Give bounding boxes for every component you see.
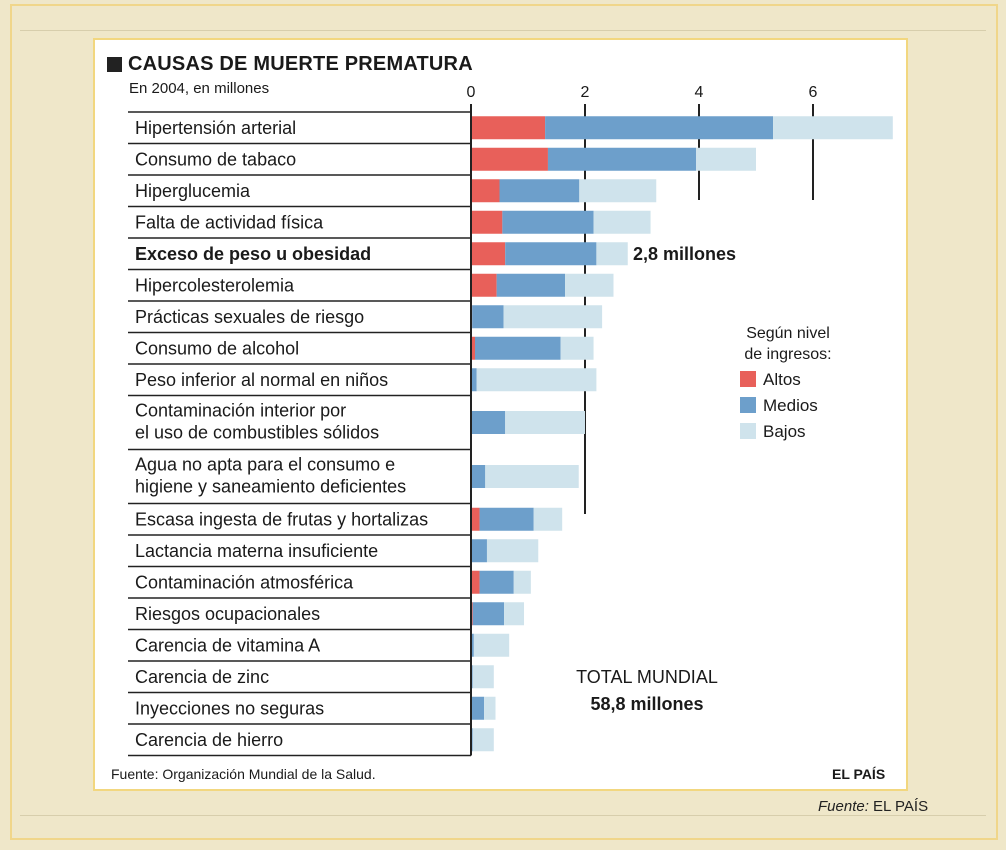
bar-segment-bajos [504, 602, 525, 626]
background-rule [20, 30, 986, 31]
bar-segment-altos [471, 570, 480, 594]
bar-segment-bajos [696, 147, 756, 171]
bar-segment-bajos [486, 539, 539, 563]
bar-segment-bajos [476, 368, 597, 392]
bar-segment-bajos [565, 273, 614, 297]
category-label: el uso de combustibles sólidos [135, 423, 379, 443]
bar-segment-bajos [560, 336, 594, 360]
bar-segment-medios [471, 633, 474, 657]
bar-segment-bajos [484, 696, 496, 720]
total-label: TOTAL MUNDIAL [576, 667, 718, 687]
bar-segment-medios [502, 210, 594, 234]
category-label: Consumo de tabaco [135, 149, 296, 169]
bar-segment-bajos [485, 465, 579, 488]
legend-title: Según nivel [746, 325, 830, 342]
bar-segment-medios [472, 305, 504, 329]
bar-segment-bajos [513, 570, 531, 594]
outer-frame [10, 4, 998, 840]
bar-segment-medios [471, 368, 477, 392]
bar-segment-medios [474, 336, 561, 360]
category-label: Hiperglucemia [135, 181, 251, 201]
bar-segment-bajos [505, 411, 585, 434]
category-label: Riesgos ocupacionales [135, 604, 320, 624]
tick-label: 6 [809, 84, 818, 101]
bar-segment-medios [505, 242, 597, 266]
total-value: 58,8 millones [590, 694, 703, 714]
category-label: Inyecciones no seguras [135, 698, 324, 718]
bar-segment-bajos [596, 242, 628, 266]
chart-source: Fuente: Organización Mundial de la Salud… [111, 766, 376, 782]
image-caption: Fuente: EL PAÍS [818, 798, 928, 815]
bar-segment-altos [471, 116, 546, 140]
bar-segment-altos [471, 242, 506, 266]
bar-segment-bajos [503, 305, 603, 329]
bar-segment-altos [471, 507, 480, 531]
tick-label: 0 [467, 84, 476, 101]
bar-segment-medios [471, 465, 486, 488]
bar-segment-bajos [472, 728, 494, 752]
chart-title-text: CAUSAS DE MUERTE PREMATURA [128, 53, 473, 75]
category-label: Exceso de peso u obesidad [135, 244, 371, 264]
caption-text: EL PAÍS [868, 798, 929, 815]
bar-segment-medios [547, 147, 697, 171]
bar-segment-medios [499, 179, 580, 203]
category-label: Lactancia materna insuficiente [135, 541, 378, 561]
legend-label-medios: Medios [763, 396, 818, 415]
bar-segment-bajos [593, 210, 651, 234]
bar-segment-medios [496, 273, 566, 297]
bar-segment-altos [471, 210, 503, 234]
category-label: Contaminación interior por [135, 401, 346, 421]
bar-segment-medios [545, 116, 774, 140]
legend-swatch-medios [740, 397, 756, 413]
category-label: Prácticas sexuales de riesgo [135, 307, 364, 327]
bar-segment-bajos [473, 633, 510, 657]
bar-segment-medios [471, 539, 487, 563]
bar-segment-medios [471, 696, 485, 720]
tick-label: 4 [695, 84, 704, 101]
legend-swatch-altos [740, 371, 756, 387]
bar-annotation: 2,8 millones [633, 244, 736, 264]
legend-label-bajos: Bajos [763, 422, 806, 441]
category-label: Carencia de hierro [135, 730, 283, 750]
background-rule [20, 815, 986, 816]
category-label: Carencia de vitamina A [135, 635, 320, 655]
chart-title: CAUSAS DE MUERTE PREMATURA [107, 53, 473, 76]
category-label: Hipercolesterolemia [135, 275, 295, 295]
bar-segment-medios [479, 570, 514, 594]
bar-segment-medios [471, 411, 506, 434]
bar-segment-bajos [472, 665, 494, 689]
title-square-icon [107, 57, 122, 72]
chart-brand: EL PAÍS [832, 766, 886, 782]
category-label: higiene y saneamiento deficientes [135, 477, 406, 497]
category-label: Agua no apta para el consumo e [135, 455, 395, 475]
category-label: Consumo de alcohol [135, 338, 299, 358]
bar-segment-bajos [773, 116, 893, 140]
category-label: Contaminación atmosférica [135, 572, 354, 592]
bar-segment-bajos [579, 179, 657, 203]
category-label: Hipertensión arterial [135, 118, 296, 138]
category-label: Carencia de zinc [135, 667, 269, 687]
category-label: Falta de actividad física [135, 212, 324, 232]
chart-subtitle: En 2004, en millones [129, 80, 270, 97]
legend-title: de ingresos: [744, 346, 831, 363]
legend-label-altos: Altos [763, 370, 801, 389]
bar-segment-medios [472, 602, 505, 626]
tick-label: 2 [581, 84, 590, 101]
bar-segment-medios [479, 507, 534, 531]
bar-segment-altos [471, 273, 497, 297]
category-label: Peso inferior al normal en niños [135, 370, 388, 390]
legend-swatch-bajos [740, 423, 756, 439]
bar-segment-altos [471, 336, 475, 360]
bar-segment-bajos [533, 507, 563, 531]
bar-segment-altos [471, 147, 548, 171]
category-label: Escasa ingesta de frutas y hortalizas [135, 509, 428, 529]
bar-segment-altos [471, 179, 500, 203]
caption-prefix: Fuente: [818, 798, 869, 815]
